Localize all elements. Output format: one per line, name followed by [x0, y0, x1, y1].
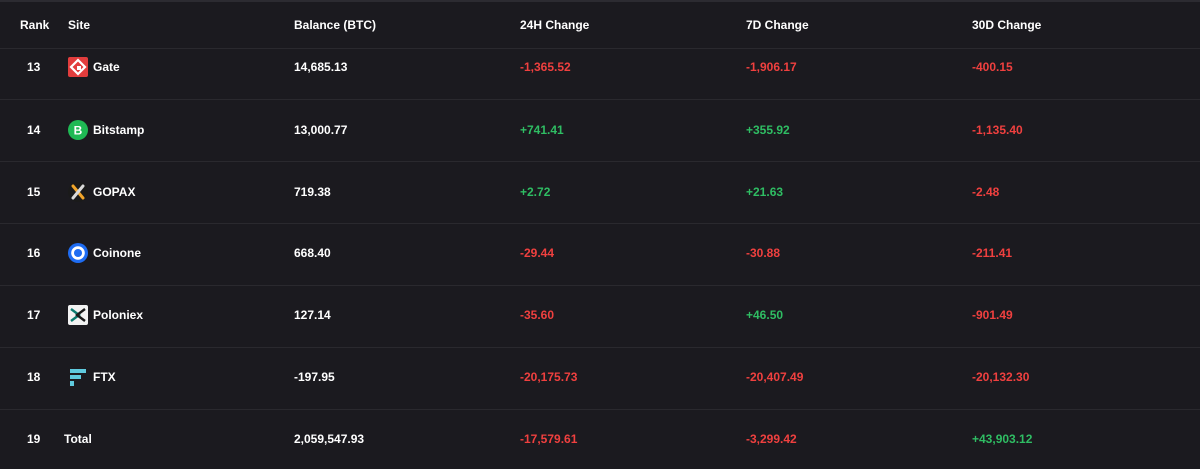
- balance-cell: 719.38: [294, 185, 331, 199]
- balance-cell: 14,685.13: [294, 60, 348, 74]
- balance-cell: -197.95: [294, 370, 335, 384]
- rank-cell: 13: [27, 60, 41, 74]
- header-24h-change[interactable]: 24H Change: [520, 18, 590, 32]
- ftx-icon: [68, 367, 88, 387]
- change-7d-cell: -30.88: [746, 246, 781, 260]
- change-30d-cell: -211.41: [972, 246, 1013, 260]
- table-row[interactable]: 14 B Bitstamp 13,000.77 +741.41 +355.92 …: [0, 100, 1200, 162]
- header-site[interactable]: Site: [68, 18, 91, 32]
- site-cell[interactable]: Poloniex: [68, 305, 143, 325]
- table-row[interactable]: 15 GOPAX 719.38 +2.72 +21.63 -2.48: [0, 162, 1200, 224]
- change-30d-cell: +43,903.12: [972, 432, 1033, 446]
- change-24h-cell: -1,365.52: [520, 60, 571, 74]
- change-24h-cell: -29.44: [520, 246, 555, 260]
- site-cell[interactable]: GOPAX: [68, 182, 135, 202]
- header-balance[interactable]: Balance (BTC): [294, 18, 377, 32]
- table-row[interactable]: 18 FTX -197.95 -20,175.73 -20,407.49 -20…: [0, 348, 1200, 410]
- svg-text:B: B: [74, 124, 83, 138]
- change-30d-cell: -400.15: [972, 60, 1013, 74]
- rank-cell: 18: [27, 370, 41, 384]
- header-30d-change[interactable]: 30D Change: [972, 18, 1042, 32]
- site-cell[interactable]: Coinone: [68, 243, 141, 263]
- site-name[interactable]: Bitstamp: [93, 123, 145, 137]
- change-24h-cell: -17,579.61: [520, 432, 578, 446]
- change-30d-cell: -2.48: [972, 185, 1000, 199]
- change-7d-cell: +355.92: [746, 123, 790, 137]
- change-7d-cell: +21.63: [746, 185, 784, 199]
- header-rank[interactable]: Rank: [20, 18, 50, 32]
- bitstamp-icon: B: [68, 120, 88, 140]
- change-24h-cell: -35.60: [520, 308, 555, 322]
- change-30d-cell: -1,135.40: [972, 123, 1023, 137]
- site-name[interactable]: GOPAX: [93, 185, 136, 199]
- site-name[interactable]: Gate: [93, 60, 120, 74]
- rank-cell: 17: [27, 308, 41, 322]
- gopax-icon: [68, 182, 88, 202]
- coinone-icon: [68, 243, 88, 263]
- rank-cell: 16: [27, 246, 41, 260]
- site-cell[interactable]: FTX: [68, 367, 116, 387]
- change-24h-cell: -20,175.73: [520, 370, 578, 384]
- poloniex-icon: [68, 305, 88, 325]
- site-cell: Total: [64, 432, 92, 446]
- change-30d-cell: -901.49: [972, 308, 1013, 322]
- site-name: Total: [64, 432, 92, 446]
- header-7d-change[interactable]: 7D Change: [746, 18, 809, 32]
- gate-icon: [68, 57, 88, 77]
- balance-cell: 13,000.77: [294, 123, 348, 137]
- balance-cell: 668.40: [294, 246, 331, 260]
- table-row-total: 19 Total 2,059,547.93 -17,579.61 -3,299.…: [0, 410, 1200, 469]
- change-24h-cell: +2.72: [520, 185, 551, 199]
- site-cell[interactable]: Gate: [68, 57, 120, 77]
- site-name[interactable]: FTX: [93, 370, 116, 384]
- table-row[interactable]: 13 Gate 14,685.13 -1,365.52 -1,906.17 -4…: [0, 49, 1200, 100]
- table-header: Rank Site Balance (BTC) 24H Change 7D Ch…: [0, 4, 1200, 49]
- change-7d-cell: -20,407.49: [746, 370, 804, 384]
- change-7d-cell: -3,299.42: [746, 432, 797, 446]
- rank-cell: 14: [27, 123, 41, 137]
- table-row[interactable]: 17 Poloniex 127.14 -35.60 +46.50 -901.49: [0, 286, 1200, 348]
- change-7d-cell: -1,906.17: [746, 60, 797, 74]
- change-7d-cell: +46.50: [746, 308, 784, 322]
- table-row[interactable]: 16 Coinone 668.40 -29.44 -30.88 -211.41: [0, 224, 1200, 286]
- site-cell[interactable]: B Bitstamp: [68, 120, 144, 140]
- change-24h-cell: +741.41: [520, 123, 564, 137]
- site-name[interactable]: Coinone: [93, 246, 141, 260]
- change-30d-cell: -20,132.30: [972, 370, 1030, 384]
- site-name[interactable]: Poloniex: [93, 308, 144, 322]
- rank-cell: 15: [27, 185, 41, 199]
- balance-cell: 2,059,547.93: [294, 432, 365, 446]
- rank-cell: 19: [27, 432, 41, 446]
- balance-cell: 127.14: [294, 308, 331, 322]
